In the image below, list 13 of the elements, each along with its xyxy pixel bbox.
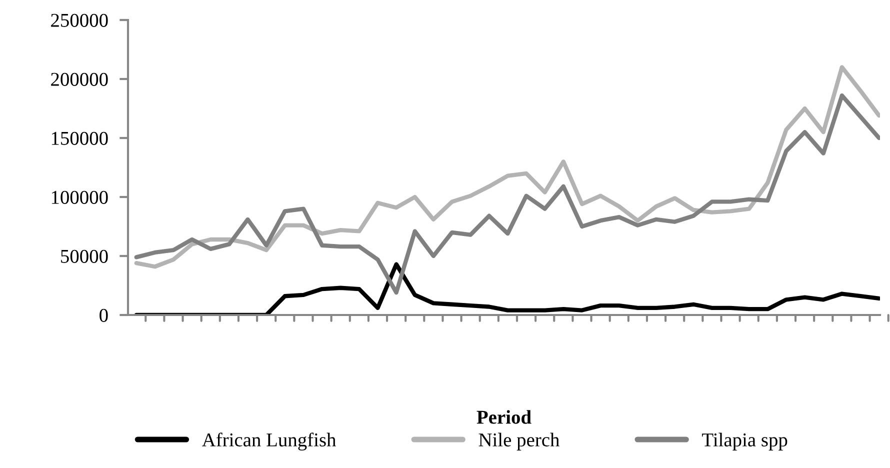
- legend-label: Nile perch: [478, 432, 560, 450]
- x-axis-title: Period: [476, 410, 532, 424]
- line-series: [134, 65, 880, 269]
- y-tick-label: 50000: [61, 250, 108, 263]
- line-series: [134, 93, 880, 295]
- y-tick-label: 200000: [51, 72, 108, 86]
- y-tick-label: 250000: [51, 14, 108, 27]
- legend-label: Tilapia spp: [702, 432, 788, 450]
- line-series: [134, 262, 880, 315]
- y-tick-label: 100000: [52, 190, 108, 204]
- legend-label: African Lungfish: [202, 432, 336, 450]
- y-tick-label: 150000: [52, 132, 108, 145]
- y-tick-label: 0: [100, 308, 108, 322]
